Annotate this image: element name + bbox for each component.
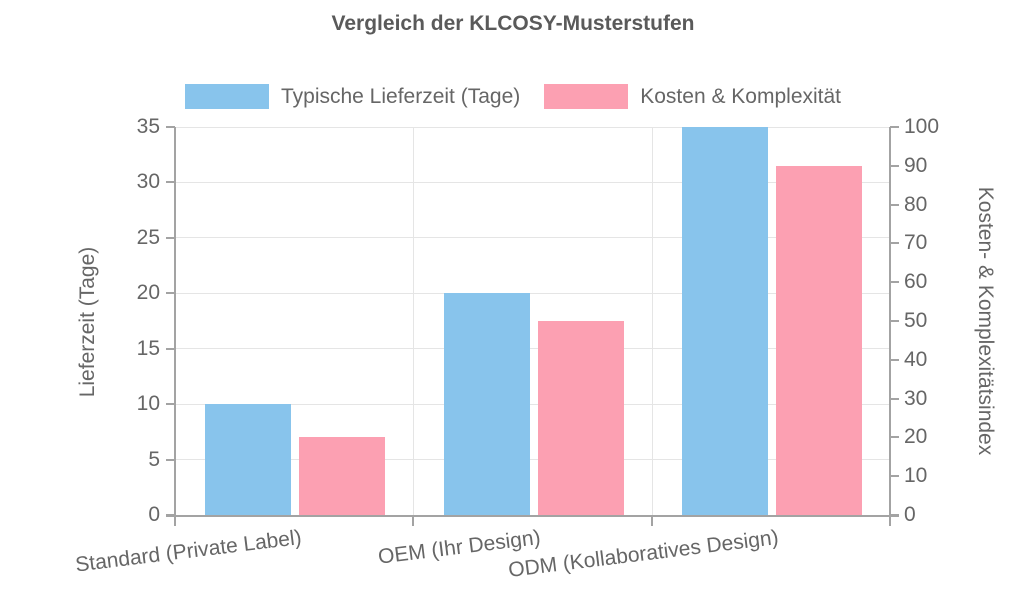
right-tick-mark xyxy=(890,436,899,439)
right-tick-label: 100 xyxy=(904,115,940,138)
gridline-vertical xyxy=(651,127,653,515)
legend-item-0: Typische Lieferzeit (Tage) xyxy=(184,84,521,109)
left-tick-label: 30 xyxy=(136,170,160,194)
right-tick-label: 50 xyxy=(904,309,928,332)
gridline-vertical xyxy=(413,127,415,515)
bar-kosten-2 xyxy=(775,165,862,515)
right-tick-label: 20 xyxy=(904,425,928,449)
right-tick-mark xyxy=(890,358,899,361)
gridline-horizontal xyxy=(175,126,890,128)
right-tick-label: 0 xyxy=(904,503,916,526)
bar-lieferzeit-0 xyxy=(205,404,292,515)
right-tick-label: 70 xyxy=(904,231,928,255)
right-tick-mark xyxy=(890,475,899,478)
right-axis-title: Kosten- & Komplexitätsindex xyxy=(974,186,997,456)
right-tick-mark xyxy=(890,397,899,400)
gridline-horizontal xyxy=(175,292,890,294)
right-axis-line xyxy=(889,127,891,525)
right-tick-mark xyxy=(890,164,899,167)
left-tick-mark xyxy=(166,126,175,128)
left-axis-line xyxy=(174,127,176,525)
left-tick-label: 5 xyxy=(148,447,160,471)
right-tick-mark xyxy=(890,514,899,516)
left-tick-mark xyxy=(166,514,175,516)
left-axis-title: Lieferzeit (Tage) xyxy=(76,246,99,398)
bottom-axis-line xyxy=(166,515,899,517)
legend: Typische Lieferzeit (Tage) Kosten & Kompl… xyxy=(0,84,1026,109)
bar-kosten-0 xyxy=(299,437,386,515)
right-tick-mark xyxy=(890,126,899,128)
right-tick-mark xyxy=(890,203,899,206)
left-tick-mark xyxy=(166,236,175,239)
right-tick-label: 10 xyxy=(904,464,928,488)
legend-item-1: Kosten & Komplexität xyxy=(544,84,841,109)
gridline-horizontal xyxy=(175,403,890,405)
gridline-horizontal xyxy=(175,459,890,461)
right-tick-mark xyxy=(890,242,899,245)
legend-swatch-icon xyxy=(544,84,629,109)
bar-lieferzeit-2 xyxy=(681,127,768,515)
left-tick-mark xyxy=(166,458,175,461)
right-tick-label: 60 xyxy=(904,270,928,294)
bar-lieferzeit-1 xyxy=(443,293,530,515)
bottom-tick-mark xyxy=(412,517,415,526)
left-tick-label: 25 xyxy=(136,225,160,249)
left-tick-mark xyxy=(166,181,175,184)
left-tick-label: 0 xyxy=(148,503,160,526)
left-tick-label: 20 xyxy=(136,281,160,305)
left-tick-mark xyxy=(166,292,175,295)
bar-kosten-1 xyxy=(537,321,624,515)
left-tick-mark xyxy=(166,403,175,406)
bottom-tick-mark xyxy=(174,517,176,526)
left-tick-label: 15 xyxy=(136,336,160,360)
legend-label: Typische Lieferzeit (Tage) xyxy=(280,84,521,108)
right-tick-label: 90 xyxy=(904,153,928,177)
category-label-0: Standard (Private Label) xyxy=(74,526,303,577)
right-tick-label: 30 xyxy=(904,386,928,410)
right-tick-mark xyxy=(890,281,899,284)
bottom-tick-mark xyxy=(889,517,891,526)
category-label-2: ODM (Kollaboratives Design) xyxy=(506,526,780,582)
legend-label: Kosten & Komplexität xyxy=(640,84,842,108)
chart-title: Vergleich der KLCOSY-Musterstufen xyxy=(331,12,695,35)
gridline-horizontal xyxy=(175,181,890,183)
right-tick-label: 40 xyxy=(904,347,928,371)
right-tick-mark xyxy=(890,320,899,322)
left-tick-label: 35 xyxy=(136,115,160,138)
gridline-horizontal xyxy=(175,237,890,239)
gridline-horizontal xyxy=(175,348,890,350)
bottom-tick-mark xyxy=(650,517,653,526)
left-tick-label: 10 xyxy=(136,392,160,416)
left-tick-mark xyxy=(166,347,175,350)
right-tick-label: 80 xyxy=(904,192,928,216)
legend-swatch-icon xyxy=(184,84,269,109)
